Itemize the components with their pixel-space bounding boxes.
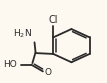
Text: Cl: Cl [49, 15, 58, 25]
Text: HO: HO [3, 60, 17, 69]
Text: H$_2$N: H$_2$N [13, 28, 32, 40]
Text: O: O [44, 68, 51, 77]
